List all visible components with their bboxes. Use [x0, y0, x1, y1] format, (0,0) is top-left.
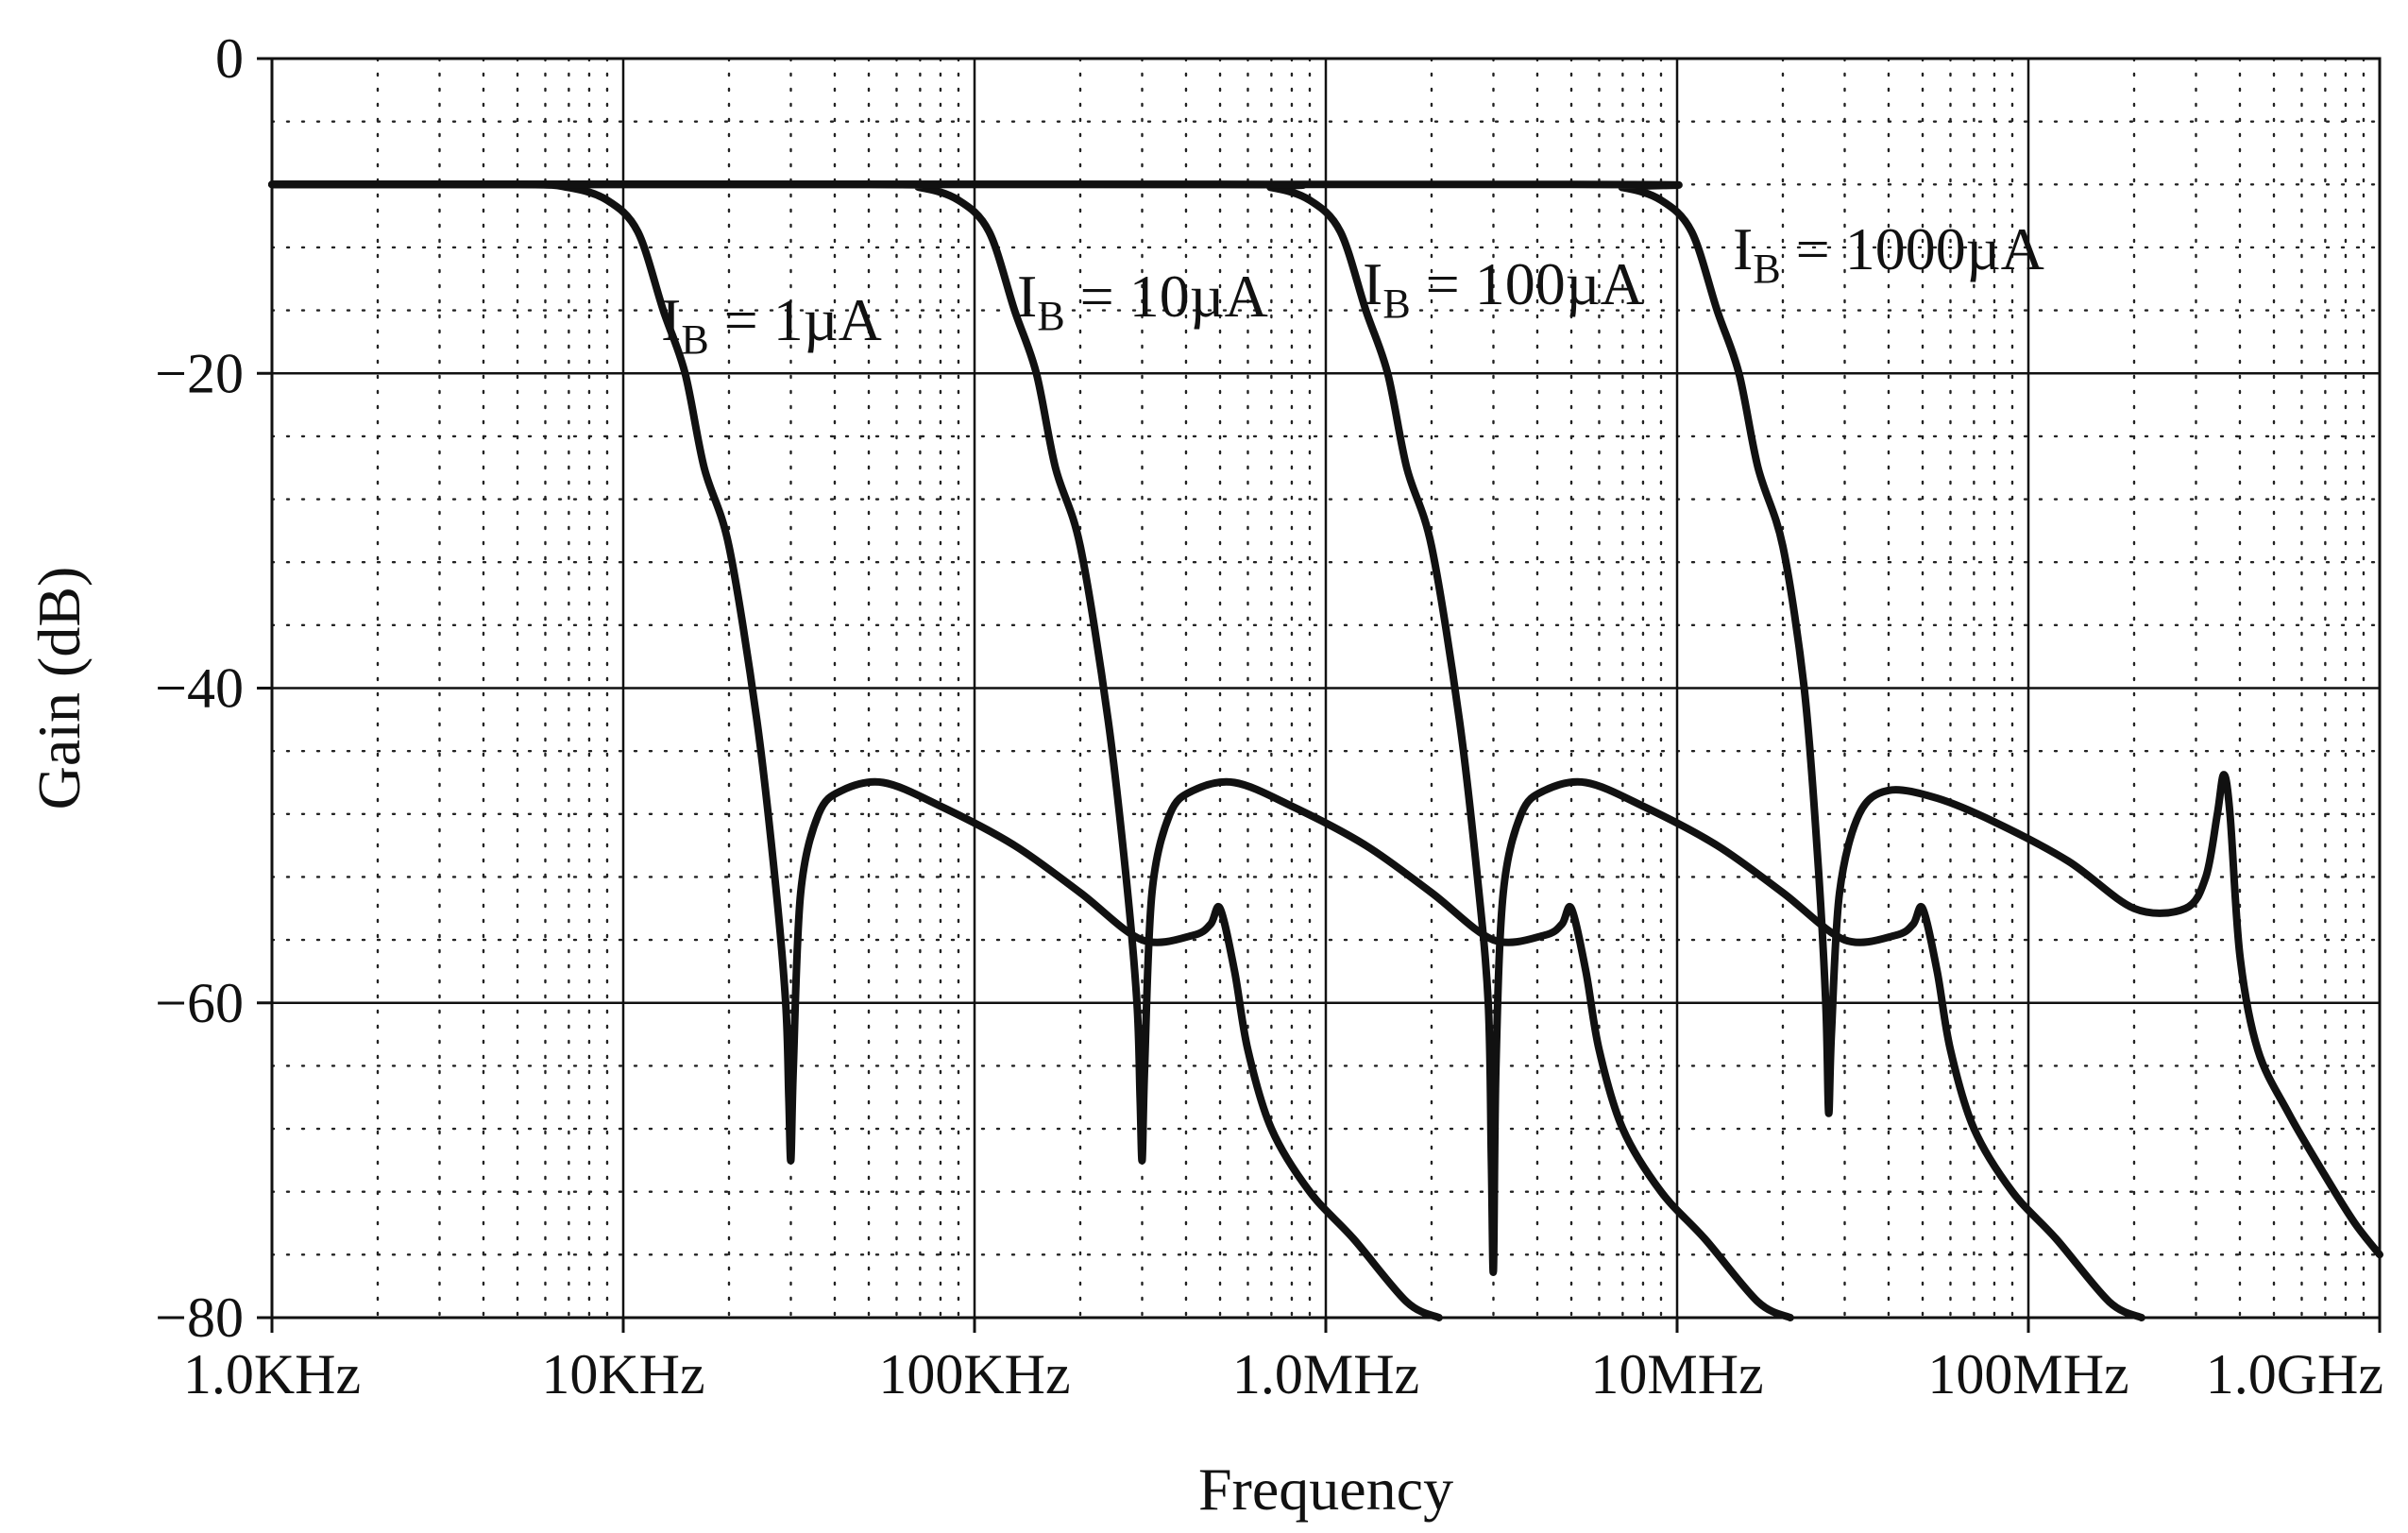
y-tick-labels: 0 −20 −40 −60 −80: [155, 27, 244, 1349]
x-tick-label: 100MHz: [1927, 1343, 2128, 1405]
series-line-1: [268, 180, 1443, 1321]
series-lines: [268, 180, 2383, 1321]
x-tick-label: 10MHz: [1590, 1343, 1763, 1405]
y-tick-label: −80: [155, 1286, 244, 1349]
series-label-1: IB = 1µA: [661, 286, 882, 363]
series-label-2: IB = 10µA: [1017, 263, 1268, 339]
y-tick-label: −40: [155, 657, 244, 720]
y-axis-title: Gain (dB): [25, 567, 93, 810]
y-tick-label: −20: [155, 342, 244, 404]
x-tick-label: 1.0MHz: [1232, 1343, 1419, 1405]
y-tick-label: 0: [215, 27, 244, 90]
series-line-4: [268, 180, 2383, 1259]
tick-marks: [257, 57, 2382, 1333]
series-line-3: [268, 180, 2145, 1321]
series-line-2: [268, 180, 1794, 1321]
y-tick-label: −60: [155, 972, 244, 1034]
x-tick-label: 100KHz: [878, 1343, 1070, 1405]
x-tick-label: 1.0GHz: [2206, 1343, 2383, 1405]
x-tick-label: 1.0KHz: [183, 1343, 361, 1405]
x-tick-labels: 1.0KHz 10KHz 100KHz 1.0MHz 10MHz 100MHz 1.0GHz: [183, 1343, 2383, 1405]
x-axis-title: Frequency: [1198, 1456, 1453, 1523]
series-labels: IB = 1µA IB = 10µA IB = 100µA IB = 1000µA: [661, 215, 2044, 363]
x-tick-label: 10KHz: [541, 1343, 704, 1405]
series-label-3: IB = 100µA: [1363, 250, 1644, 327]
series-label-4: IB = 1000µA: [1733, 215, 2044, 292]
